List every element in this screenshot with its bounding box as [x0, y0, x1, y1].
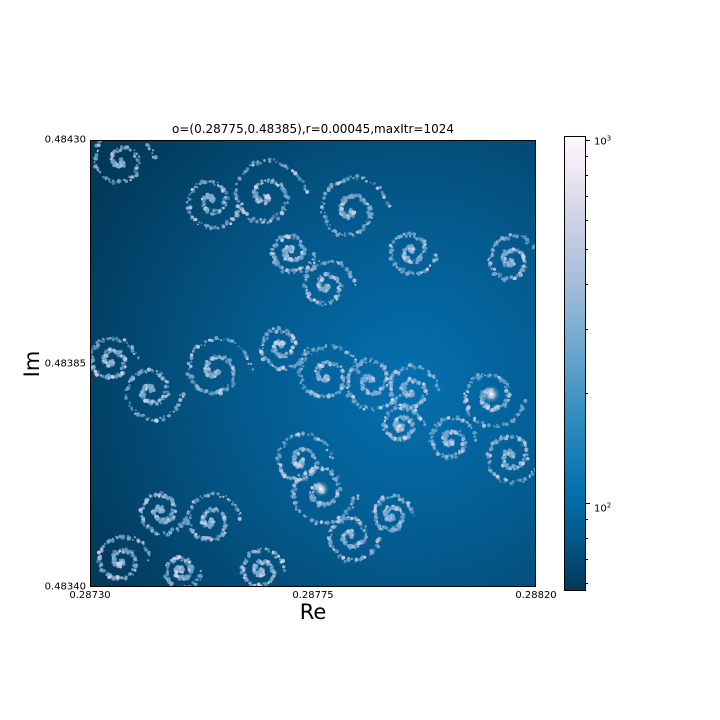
colorbar-tick-label-100: 102 [594, 501, 612, 515]
x-tick-label: 0.28730 [69, 590, 111, 601]
fractal-heatmap [90, 140, 536, 587]
colorbar-minor-tick [586, 284, 588, 286]
colorbar-minor-tick [586, 174, 588, 176]
colorbar-tick-label-1000: 103 [594, 134, 612, 148]
colorbar-minor-tick [586, 329, 588, 331]
colorbar-minor-tick [586, 537, 588, 539]
colorbar-minor-tick [586, 519, 588, 520]
colorbar-major-tick [586, 502, 590, 504]
x-tick-label: 0.28820 [515, 590, 557, 601]
y-tick-label: 0.48340 [44, 581, 86, 593]
x-axis-label: Re [299, 600, 327, 624]
colorbar-minor-tick [586, 393, 588, 395]
y-axis-label: Im [20, 350, 44, 378]
y-tick-label: 0.48385 [44, 358, 86, 370]
colorbar-minor-tick [586, 195, 588, 197]
colorbar [564, 136, 586, 591]
colorbar-minor-tick [586, 582, 588, 584]
colorbar-minor-tick [586, 156, 588, 158]
y-tick-label: 0.48430 [44, 134, 86, 146]
colorbar-minor-tick [586, 248, 588, 250]
x-tick-label: 0.28775 [292, 590, 334, 601]
colorbar-minor-tick [586, 558, 588, 560]
chart-title: o=(0.28775,0.48385),r=0.00045,maxItr=102… [172, 122, 454, 136]
colorbar-major-tick [586, 139, 590, 141]
colorbar-minor-tick [586, 220, 588, 222]
